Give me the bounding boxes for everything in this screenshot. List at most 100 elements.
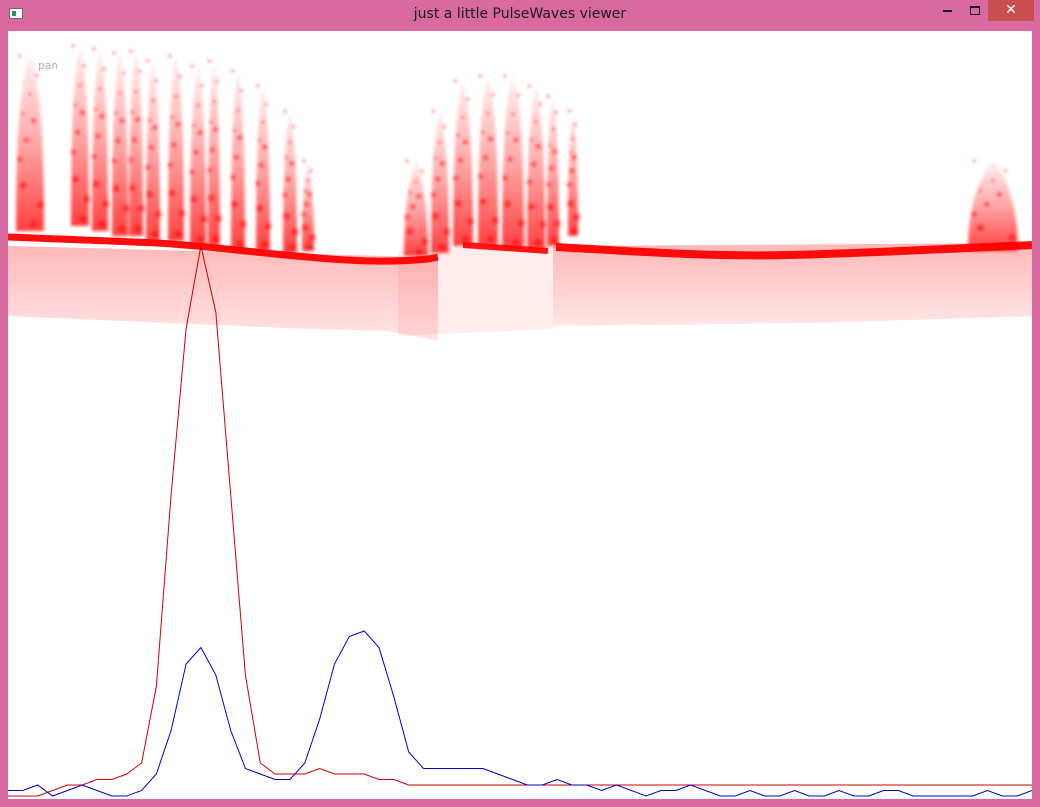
canopy-point xyxy=(122,71,126,75)
canopy-point xyxy=(196,104,200,108)
canopy-point xyxy=(570,227,578,235)
canopy-point xyxy=(79,110,85,116)
canopy-point xyxy=(539,102,542,106)
canopy-point xyxy=(506,131,509,135)
canopy-point xyxy=(488,136,493,142)
canopy-point xyxy=(91,153,97,159)
canopy-point xyxy=(526,179,532,185)
canopy-point xyxy=(996,191,1002,197)
canopy-point xyxy=(435,176,441,182)
canopy-point xyxy=(466,97,470,101)
canopy-point xyxy=(98,220,106,228)
title-bar[interactable]: just a little PulseWaves viewer ✕ xyxy=(0,0,1040,30)
canopy-point xyxy=(478,173,483,179)
canopy-point xyxy=(453,175,458,181)
canopy-point xyxy=(189,169,195,175)
canopy-point xyxy=(256,204,263,212)
canopy-point xyxy=(302,159,305,163)
canopy-point xyxy=(574,123,577,127)
canopy-point xyxy=(991,179,995,183)
canopy-point xyxy=(404,214,410,220)
canopy-point xyxy=(72,175,79,183)
canopy-point xyxy=(511,112,515,116)
canopy-point xyxy=(513,137,519,143)
canopy-point xyxy=(492,217,499,224)
canopy-point xyxy=(527,84,531,88)
canopy-point xyxy=(168,54,172,58)
canopy-point xyxy=(309,234,316,241)
canopy-point xyxy=(265,102,268,106)
canopy-point xyxy=(261,120,265,124)
canopy-point xyxy=(210,147,215,153)
canopy-point xyxy=(239,220,247,228)
point-cloud-viewport[interactable]: pan xyxy=(8,31,1032,799)
canopy-point xyxy=(554,220,561,227)
minimize-button[interactable] xyxy=(933,0,961,21)
canopy-point xyxy=(94,107,98,111)
canopy-point xyxy=(178,74,182,78)
canopy-point xyxy=(566,182,572,188)
canopy-point xyxy=(255,180,261,186)
canopy-point xyxy=(233,154,239,160)
canopy-point xyxy=(258,162,264,168)
canopy-point xyxy=(237,135,243,141)
canopy-point xyxy=(115,138,121,144)
canopy-point xyxy=(416,193,422,199)
canopy-point xyxy=(98,87,102,91)
ground-smear xyxy=(8,243,1032,341)
canopy-point xyxy=(443,125,446,129)
canopy-point xyxy=(504,200,511,208)
canopy-point xyxy=(264,222,272,230)
canopy-point xyxy=(70,149,76,155)
canopy-point xyxy=(282,192,288,198)
canopy-point xyxy=(443,228,451,236)
canopy-point xyxy=(208,59,211,63)
canopy-point xyxy=(19,182,27,189)
canopy-point xyxy=(517,93,520,97)
maximize-button[interactable] xyxy=(961,0,988,21)
canopy-point xyxy=(971,211,977,217)
canopy-point xyxy=(1008,234,1016,241)
canopy-point xyxy=(483,155,488,161)
canopy-point xyxy=(567,200,574,207)
canopy-point xyxy=(431,109,435,113)
canopy-point xyxy=(405,159,409,163)
canopy-point xyxy=(304,201,309,207)
canopy-point xyxy=(138,69,141,73)
canopy-point xyxy=(102,200,110,208)
canopy-point xyxy=(292,125,295,129)
mode-label: pan xyxy=(38,59,58,72)
canopy-point xyxy=(196,235,204,243)
canopy-point xyxy=(301,224,309,232)
canopy-point xyxy=(102,67,106,71)
canopy-point xyxy=(78,215,86,223)
canopy-point xyxy=(215,79,219,83)
canopy-point xyxy=(261,240,269,248)
canopy-point xyxy=(432,212,439,220)
ground-points xyxy=(8,233,1032,265)
canopy-point xyxy=(118,91,122,95)
canopy-point xyxy=(554,111,558,114)
canopy-point xyxy=(438,140,442,144)
canopy-point xyxy=(551,127,555,131)
canopy-point xyxy=(148,118,151,122)
canopy-point xyxy=(479,74,482,78)
canopy-point xyxy=(146,59,150,63)
close-button[interactable]: ✕ xyxy=(988,0,1034,21)
canopy-point xyxy=(421,238,429,246)
canopy-point xyxy=(309,169,313,173)
canopy-point xyxy=(78,84,82,88)
canopy-point xyxy=(462,235,469,243)
canopy-point xyxy=(534,120,538,124)
canopy-point xyxy=(535,143,541,149)
canopy-point xyxy=(507,156,513,162)
canopy-point xyxy=(190,195,198,203)
app-window-icon[interactable] xyxy=(9,8,23,19)
canopy-point xyxy=(283,109,287,113)
canopy-point xyxy=(979,189,982,193)
canopy-point xyxy=(291,228,299,236)
canopy-point xyxy=(135,117,141,122)
canopy-point xyxy=(288,243,296,251)
canopy-point xyxy=(31,118,36,124)
canopy-point xyxy=(283,212,290,220)
